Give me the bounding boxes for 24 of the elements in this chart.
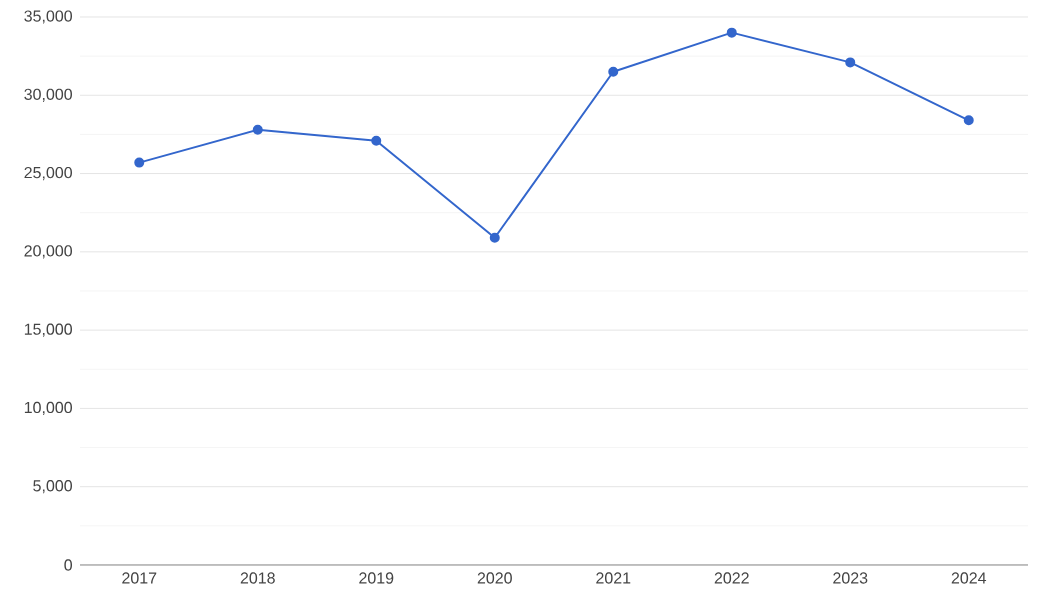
x-tick-label: 2024 bbox=[951, 572, 987, 584]
point bbox=[845, 57, 856, 68]
point bbox=[963, 115, 974, 126]
x-tick-label: 2021 bbox=[596, 572, 631, 584]
y-tick-label: 30,000 bbox=[24, 88, 73, 102]
x-tick-label: 2018 bbox=[240, 572, 275, 584]
point bbox=[371, 135, 382, 146]
y-tick-label: 25,000 bbox=[24, 166, 73, 181]
x-tick-label: 2022 bbox=[714, 572, 749, 584]
point bbox=[489, 232, 500, 243]
point bbox=[252, 124, 263, 135]
x-tick-label: 2017 bbox=[122, 572, 157, 584]
point bbox=[608, 66, 619, 77]
point bbox=[134, 157, 145, 168]
y-tick-label: 5,000 bbox=[33, 480, 73, 494]
y-tick-label: 35,000 bbox=[24, 10, 73, 24]
x-tick-label: 2020 bbox=[477, 572, 512, 584]
y-tick-label: 20,000 bbox=[24, 245, 73, 259]
point bbox=[726, 27, 737, 38]
y-tick-label: 0 bbox=[64, 559, 73, 571]
y-tick-label: 15,000 bbox=[24, 323, 73, 337]
y-tick-label: 10,000 bbox=[24, 401, 73, 416]
x-tick-label: 2019 bbox=[359, 572, 394, 584]
x-tick-label: 2023 bbox=[833, 572, 868, 584]
